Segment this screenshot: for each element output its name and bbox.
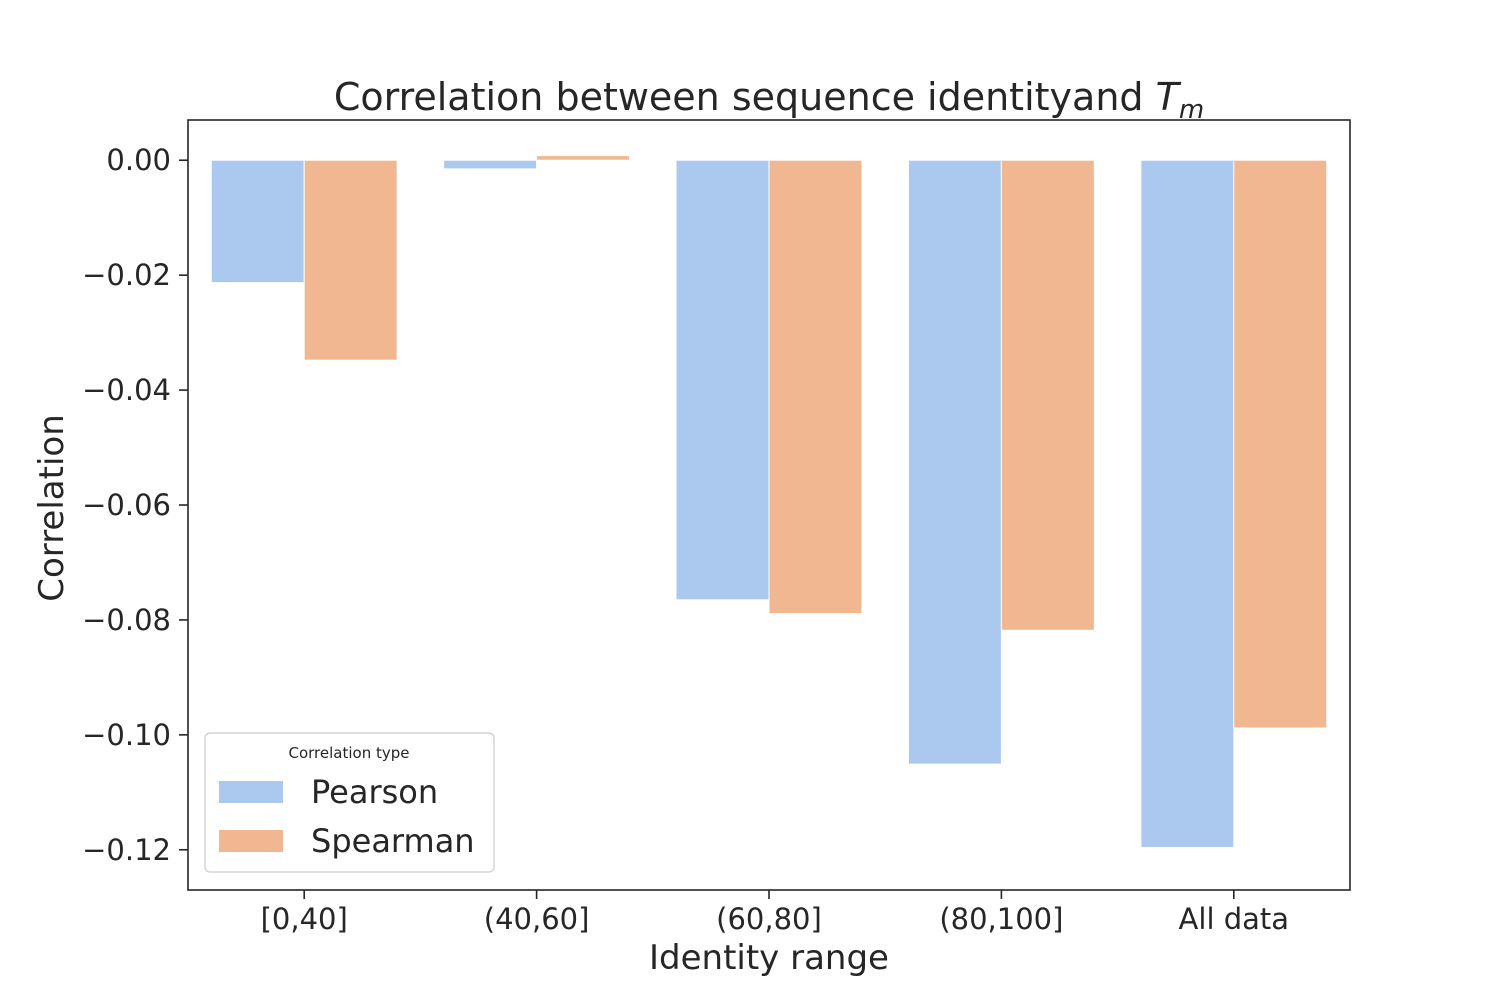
legend: Correlation type Pearson Spearman: [204, 732, 495, 873]
y-axis: 0.00 −0.02 −0.04 −0.06 −0.08 −0.10 −0.12: [82, 143, 188, 867]
y-tick-label-0: 0.00: [106, 143, 171, 177]
x-tick-label-4: All data: [1179, 902, 1290, 936]
y-tick-label-1: −0.02: [82, 258, 171, 292]
bar-spearman-2: [768, 159, 863, 615]
bar-pearson-1: [443, 159, 538, 170]
bar-spearman-0: [303, 159, 398, 361]
bars-group: [210, 155, 1328, 848]
y-tick-label-2: −0.04: [82, 373, 171, 407]
legend-swatch-pearson: [219, 781, 283, 803]
plot-frame: [187, 119, 1351, 891]
x-tick-label-3: (80,100]: [939, 902, 1063, 936]
bar-pearson-2: [675, 159, 770, 601]
bar-spearman-1: [536, 155, 631, 161]
legend-label-pearson: Pearson: [311, 773, 438, 811]
x-tick-label-1: (40,60]: [484, 902, 590, 936]
y-tick-label-5: −0.10: [82, 718, 171, 752]
x-axis-label: Identity range: [649, 938, 889, 978]
x-tick-label-2: (60,80]: [716, 902, 822, 936]
y-tick-label-3: −0.06: [82, 488, 171, 522]
legend-title: Correlation type: [289, 744, 410, 762]
chart-title-symbol: T: [1156, 75, 1182, 119]
bar-pearson-4: [1140, 159, 1235, 848]
chart-title-main: Correlation between sequence identityand: [334, 75, 1156, 119]
bar-spearman-4: [1233, 159, 1328, 729]
legend-swatch-spearman: [219, 830, 283, 852]
y-axis-label: Correlation: [32, 414, 72, 601]
x-tick-label-0: [0,40]: [261, 902, 348, 936]
chart-title: Correlation between sequence identityand…: [334, 75, 1204, 125]
x-axis: [0,40] (40,60] (60,80] (80,100] All data: [261, 890, 1289, 936]
legend-label-spearman: Spearman: [311, 822, 475, 860]
bar-pearson-0: [210, 159, 305, 284]
bar-pearson-3: [907, 159, 1002, 765]
y-tick-label-6: −0.12: [82, 833, 171, 867]
bar-spearman-3: [1000, 159, 1095, 631]
y-tick-label-4: −0.08: [82, 603, 171, 637]
